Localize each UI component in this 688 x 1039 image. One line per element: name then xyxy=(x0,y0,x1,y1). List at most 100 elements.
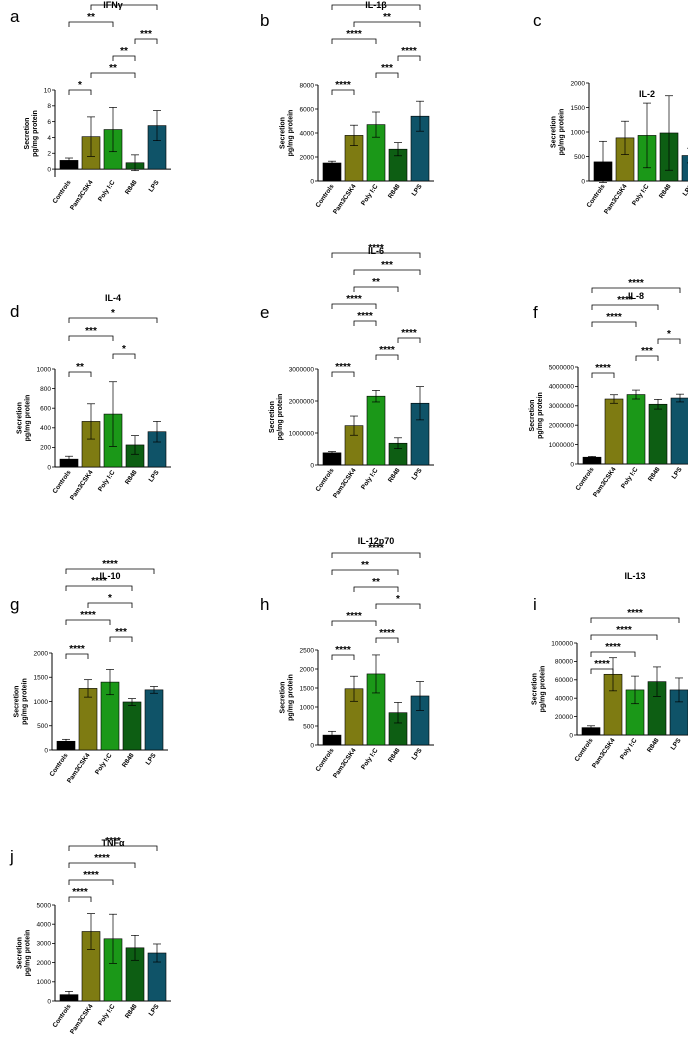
category-label: LPS xyxy=(148,179,161,194)
chart-title: IL-4 xyxy=(105,293,121,303)
significance-label: **** xyxy=(379,345,395,356)
significance-label: **** xyxy=(368,543,384,554)
y-tick-label: 4000 xyxy=(37,922,52,929)
category-label: Pam3CSK4 xyxy=(332,183,358,216)
category-label: LPS xyxy=(411,747,424,762)
y-tick-label: 80000 xyxy=(555,659,573,666)
significance-bracket xyxy=(65,568,155,574)
significance-label: * xyxy=(396,594,400,605)
significance-label: **** xyxy=(605,642,621,653)
chart-panel-g: g IL-10 0 500 1000 1500 2000 Secretion pg/mg pro… xyxy=(10,559,168,785)
y-tick-label: 0 xyxy=(310,462,314,469)
category-label: LPS xyxy=(148,469,161,484)
category-label: Pam3CSK4 xyxy=(591,737,617,770)
category-label: Poly I:C xyxy=(97,469,117,493)
y-tick-label: 1000 xyxy=(34,699,49,706)
y-axis-label: pg/mg protein xyxy=(32,110,39,157)
significance-bracket xyxy=(112,55,136,61)
y-axis-label: pg/mg protein xyxy=(539,666,546,713)
y-tick-label: 0 xyxy=(310,742,314,749)
y-axis-label: Secretion xyxy=(531,673,538,705)
significance-bracket xyxy=(591,372,615,378)
significance-bracket xyxy=(68,317,158,323)
significance-label: **** xyxy=(69,644,85,655)
y-tick-label: 2000 xyxy=(37,960,52,967)
panel-letter: a xyxy=(10,7,20,26)
significance-label: **** xyxy=(627,608,643,619)
y-tick-label: 1000000 xyxy=(549,442,575,449)
y-tick-label: 1500 xyxy=(571,105,586,112)
significance-bracket xyxy=(68,879,114,885)
bar-controls xyxy=(322,452,342,466)
significance-bracket xyxy=(590,634,658,640)
category-label: LPS xyxy=(670,737,683,752)
category-label: Poly I:C xyxy=(631,183,651,207)
category-label: Controls xyxy=(52,179,73,205)
significance-bracket xyxy=(65,653,89,659)
category-label: Controls xyxy=(315,747,336,773)
significance-label: **** xyxy=(83,870,99,881)
significance-label: **** xyxy=(401,328,417,339)
y-axis-label: Secretion xyxy=(280,682,287,714)
significance-bracket xyxy=(90,72,136,78)
category-label: LPS xyxy=(145,752,158,767)
category-label: Poly I:C xyxy=(619,737,639,761)
chart-panel-c: c IL-2 0 500 1000 1500 2000 Secretion pg/mg prot… xyxy=(533,11,688,216)
y-tick-label: 1000 xyxy=(571,129,586,136)
y-tick-label: 4 xyxy=(47,135,51,142)
category-label: Controls xyxy=(315,183,336,209)
y-tick-label: 2000 xyxy=(34,650,49,657)
category-label: Controls xyxy=(574,737,595,763)
y-axis-label: pg/mg protein xyxy=(277,394,284,441)
y-tick-label: 500 xyxy=(37,723,48,730)
chart-title: TNFα xyxy=(101,838,124,848)
bar-pam3csk4 xyxy=(604,398,624,465)
significance-label: **** xyxy=(335,80,351,91)
category-label: Poly I:C xyxy=(97,1003,117,1027)
y-tick-label: 4000 xyxy=(300,130,315,137)
significance-bracket xyxy=(353,320,377,326)
significance-label: **** xyxy=(80,610,96,621)
significance-label: **** xyxy=(346,29,362,40)
significance-label: ** xyxy=(372,577,380,588)
category-label: Pam3CSK4 xyxy=(66,752,92,785)
y-tick-label: 60000 xyxy=(555,677,573,684)
y-tick-label: 500 xyxy=(303,723,314,730)
y-tick-label: 2000 xyxy=(300,154,315,161)
significance-label: **** xyxy=(346,294,362,305)
significance-bracket xyxy=(331,252,421,258)
panel-letter: h xyxy=(260,595,269,614)
significance-label: * xyxy=(122,0,126,6)
category-label: Poly I:C xyxy=(360,183,380,207)
significance-bracket xyxy=(375,603,421,609)
y-axis-label: Secretion xyxy=(280,117,287,149)
panel-letter: d xyxy=(10,302,19,321)
category-label: LPS xyxy=(148,1003,161,1018)
panel-letter: g xyxy=(10,595,19,614)
significance-label: **** xyxy=(368,0,384,6)
significance-bracket xyxy=(87,602,133,608)
significance-label: **** xyxy=(102,559,118,570)
significance-bracket xyxy=(331,371,355,377)
y-tick-label: 2000000 xyxy=(289,398,315,405)
y-tick-label: 1500 xyxy=(300,685,315,692)
y-tick-label: 10 xyxy=(44,87,52,94)
category-label: Pam3CSK4 xyxy=(603,183,629,216)
significance-label: **** xyxy=(94,853,110,864)
category-label: Pam3CSK4 xyxy=(592,466,618,499)
y-tick-label: 0 xyxy=(569,732,573,739)
bar-lps xyxy=(670,397,688,465)
chart-title: IL-6 xyxy=(368,246,384,256)
chart-panel-j: j TNFα 0 1000 2000 3000 4000 5000 Secretion pg/mg… xyxy=(9,836,171,1036)
category-label: Pam3CSK4 xyxy=(332,747,358,780)
bar-pam3csk4 xyxy=(78,688,98,751)
significance-label: ** xyxy=(383,12,391,23)
category-label: Controls xyxy=(49,752,70,778)
y-tick-label: 3000 xyxy=(37,941,52,948)
significance-bracket xyxy=(331,552,421,558)
significance-label: **** xyxy=(617,295,633,306)
y-tick-label: 500 xyxy=(574,154,585,161)
y-tick-label: 0 xyxy=(581,178,585,185)
chart-title: IL-12p70 xyxy=(358,536,395,546)
significance-label: **** xyxy=(357,311,373,322)
